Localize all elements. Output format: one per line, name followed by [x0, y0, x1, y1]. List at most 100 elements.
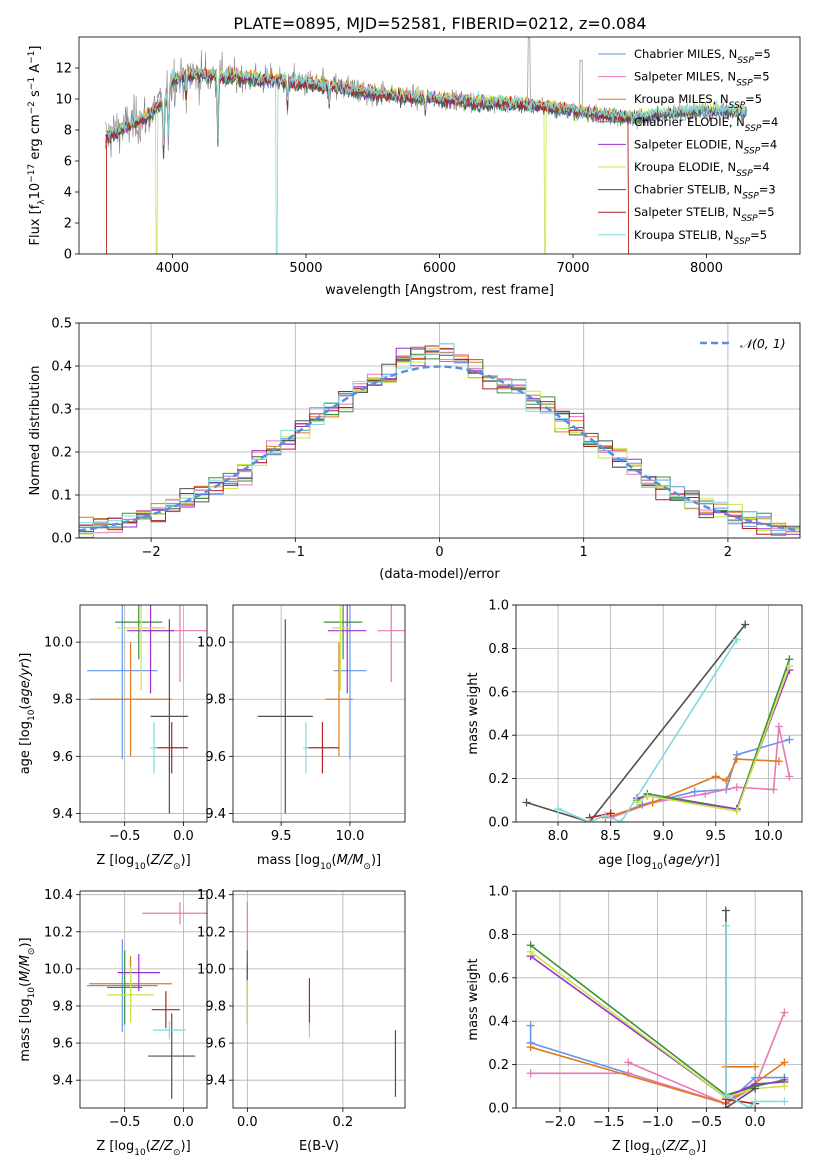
- weight-marker-chabrier_stelib: [721, 906, 730, 915]
- axes-frame: [232, 890, 406, 1109]
- weight-marker-salpeter_miles: [780, 1008, 789, 1017]
- weight-marker-kroupa_stelib: [721, 921, 730, 930]
- y-tick-label: 1.0: [488, 599, 509, 614]
- spectrum-axes: 4000 5000 6000 7000 8000 0 2 4 6 8 10 12: [55, 62, 723, 277]
- legend-label-chabrier_stelib: Chabrier STELIB, NSSP=3: [634, 183, 776, 202]
- weight-marker-kroupa_miles: [722, 776, 731, 785]
- axes-frame: [79, 890, 208, 1109]
- x-tick-label: 9.5: [271, 829, 292, 844]
- weight-line-kroupa_elodie: [636, 665, 791, 812]
- y-tick-label: 9.6: [205, 750, 226, 765]
- y-tick-label: 0.4: [488, 729, 509, 744]
- axes-frame: [78, 322, 801, 539]
- weight-marker-salpeter_miles: [624, 1058, 633, 1067]
- x-tick-label: −0.5: [109, 829, 141, 844]
- y-tick-label: 9.6: [52, 1037, 73, 1052]
- y-tick-label: 0.4: [51, 360, 72, 375]
- errorbar-chabrier_stelib: [148, 1013, 196, 1099]
- y-tick-label: 0.2: [488, 772, 509, 787]
- y-tick-label: 0.3: [51, 403, 72, 418]
- errorbar-kroupa_miles: [89, 642, 172, 757]
- x-axis-label: (data-model)/error: [379, 567, 500, 582]
- weight-marker-salpeter_stelib: [606, 809, 615, 818]
- y-tick-label: 0.4: [488, 1015, 509, 1030]
- x-tick-label: −2: [142, 545, 161, 560]
- x-tick-label: 8.5: [600, 829, 621, 844]
- errorbar-chabrier_stelib: [257, 619, 313, 814]
- x-tick-label: −0.5: [691, 1115, 723, 1130]
- weight-line-kroupa_miles: [605, 758, 779, 819]
- y-tick-label: 0.6: [488, 685, 509, 700]
- axes-frame: [515, 604, 803, 823]
- y-axis-label: mass [log10(M/M⊙)]: [18, 937, 37, 1061]
- weight-marker-chabrier_miles: [785, 735, 794, 744]
- mass-vs-Z-axes: −0.5 0.0 9.4 9.6 9.8 10.0 10.2 10.4: [44, 888, 207, 1130]
- y-tick-label: 0.8: [488, 928, 509, 943]
- y-tick-label: 10.2: [44, 925, 73, 940]
- y-axis-label: mass weight: [466, 672, 481, 754]
- errorbar-salpeter_stelib: [155, 722, 189, 774]
- weight-marker-salpeter_miles: [769, 785, 778, 794]
- x-tick-label: 0: [435, 545, 443, 560]
- x-tick-label: −1.0: [642, 1115, 674, 1130]
- y-tick-label: 9.8: [52, 999, 73, 1014]
- x-tick-label: 4000: [156, 261, 189, 276]
- errorbar-kroupa_elodie: [107, 967, 155, 1023]
- weight-marker-chabrier_miles: [526, 1021, 535, 1030]
- y-tick-label: 9.4: [52, 807, 73, 822]
- x-tick-label: 0.0: [173, 829, 194, 844]
- legend-label-chabrier_elodie: Chabrier ELODIE, NSSP=4: [634, 115, 778, 134]
- weight-marker-salpeter_miles: [526, 1069, 535, 1078]
- y-tick-label: 9.8: [52, 693, 73, 708]
- errorbar-chabrier_elodie: [107, 950, 143, 1025]
- y-tick-label: 10: [55, 93, 72, 108]
- y-tick-label: 6: [64, 155, 72, 170]
- weight-marker-kroupa_elodie: [780, 1082, 789, 1091]
- y-axis-label: Normed distribution: [28, 366, 43, 496]
- residual-legend: 𝒩(0, 1): [700, 336, 786, 351]
- x-tick-label: −2.0: [544, 1115, 576, 1130]
- errorbar-chabrier_elodie: [115, 605, 163, 660]
- x-tick-label: 0.0: [237, 1115, 258, 1130]
- x-tick-label: 2: [724, 545, 732, 560]
- axes-frame: [79, 604, 208, 823]
- weight-marker-kroupa_stelib: [601, 811, 610, 820]
- x-tick-label: 8000: [690, 261, 723, 276]
- mass-vs-EBV-axes: 0.0 0.2 9.4 9.6 9.8 10.0 10.2 10.4: [197, 888, 405, 1130]
- x-tick-label: 9.5: [705, 829, 726, 844]
- y-tick-label: 10.0: [44, 636, 73, 651]
- x-tick-label: 10.0: [335, 829, 364, 844]
- weight-marker-chabrier_stelib: [741, 620, 750, 629]
- weight-marker-kroupa_stelib: [746, 1104, 755, 1108]
- y-tick-label: 1.0: [488, 885, 509, 900]
- legend-label-kroupa_elodie: Kroupa ELODIE, NSSP=4: [634, 160, 770, 179]
- weight-marker-chabrier_stelib: [751, 1084, 760, 1093]
- weight-line-salpeter_miles: [627, 1061, 727, 1105]
- weight-line-kroupa_elodie: [530, 951, 785, 1099]
- errorbar-chabrier_stelib: [150, 619, 189, 814]
- weight-marker-salpeter_miles: [732, 783, 741, 792]
- x-tick-label: 9.0: [653, 829, 674, 844]
- axes-frame: [78, 36, 801, 255]
- legend-label-salpeter_stelib: Salpeter STELIB, NSSP=5: [634, 205, 775, 224]
- weight-marker-kroupa_miles: [732, 755, 741, 764]
- legend-label-chabrier_miles: Chabrier MILES, NSSP=5: [634, 47, 771, 66]
- y-tick-label: 9.6: [205, 1037, 226, 1052]
- y-tick-label: 9.8: [205, 693, 226, 708]
- errorbar-chabrier_elodie: [323, 605, 363, 660]
- weight-marker-chabrier_stelib: [721, 1104, 730, 1108]
- model-spectrum-kroupa_stelib: [105, 68, 747, 254]
- weight-vs-Z-axes: −2.0 −1.5 −1.0 −0.5 0.0 0.0 0.2 0.4 0.6 0.8 1.0: [488, 885, 802, 1130]
- weight-marker-kroupa_elodie: [732, 807, 741, 816]
- y-tick-label: 0: [64, 248, 72, 263]
- y-tick-label: 9.4: [205, 1074, 226, 1089]
- y-tick-label: 0.0: [488, 816, 509, 831]
- y-tick-label: 9.8: [205, 999, 226, 1014]
- weight-marker-kroupa_elodie: [526, 947, 535, 956]
- weight-line-salpeter_elodie: [530, 955, 785, 1099]
- errorbar-salpeter_miles: [142, 902, 207, 925]
- weight-marker-kroupa_miles: [648, 798, 657, 807]
- legend-label-salpeter_miles: Salpeter MILES, NSSP=5: [634, 70, 770, 89]
- y-tick-label: 0.0: [488, 1102, 509, 1117]
- weight-line-salpeter_stelib: [725, 1098, 756, 1105]
